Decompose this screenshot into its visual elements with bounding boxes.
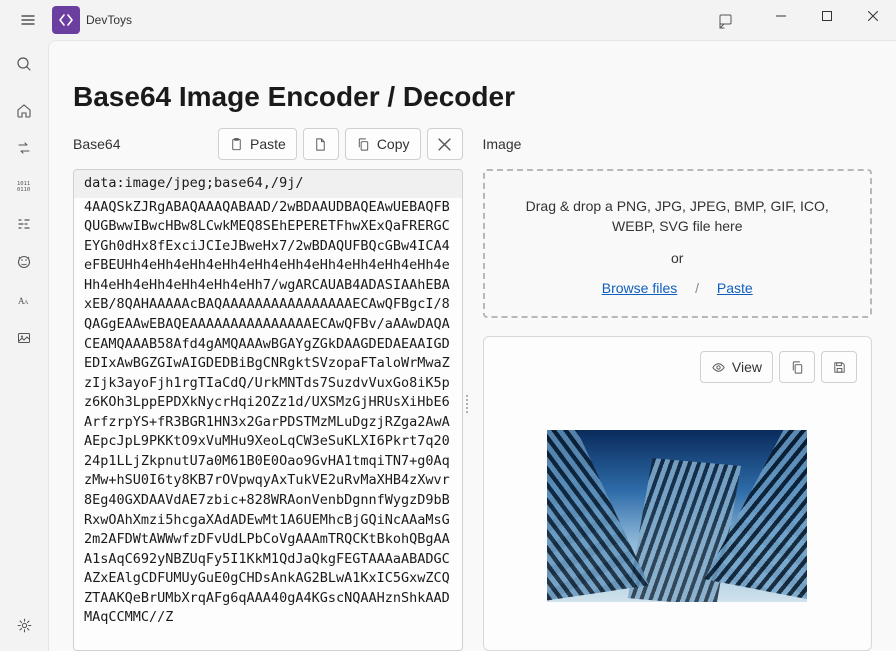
image-preview-panel: View — [483, 336, 873, 651]
dropzone-text: Drag & drop a PNG, JPG, JPEG, BMP, GIF, … — [505, 197, 851, 236]
browse-files-link[interactable]: Browse files — [602, 280, 677, 296]
image-label: Image — [483, 136, 522, 152]
dropzone-or: or — [505, 250, 851, 266]
base64-copy-button[interactable]: Copy — [345, 128, 421, 160]
sidebar-item-encoders[interactable]: 10110110 — [4, 168, 44, 204]
sidebar-search-button[interactable] — [4, 46, 44, 82]
base64-text-rest: 4AAQSkZJRgABAQAAAQABAAD/2wBDAAUDBAQEAwUE… — [84, 199, 450, 626]
base64-column: Base64 Paste Copy — [73, 127, 463, 651]
sidebar-item-home[interactable] — [4, 92, 44, 128]
page-title: Base64 Image Encoder / Decoder — [73, 81, 872, 113]
svg-text:A: A — [24, 300, 29, 306]
base64-paste-button[interactable]: Paste — [218, 128, 297, 160]
sidebar-item-generators[interactable] — [4, 244, 44, 280]
document-icon — [313, 137, 328, 152]
image-view-button[interactable]: View — [700, 351, 773, 383]
dropzone-separator: / — [695, 280, 699, 296]
svg-text:0110: 0110 — [17, 187, 30, 193]
copy-icon — [356, 137, 371, 152]
base64-label: Base64 — [73, 136, 120, 152]
copy-button-label: Copy — [377, 136, 410, 152]
sidebar-item-settings[interactable] — [4, 607, 44, 643]
sidebar-item-text[interactable]: AA — [4, 282, 44, 318]
decoded-image-preview — [547, 430, 807, 602]
sidebar-item-formatters[interactable] — [4, 206, 44, 242]
sidebar-item-converters[interactable] — [4, 130, 44, 166]
content-area: Base64 Image Encoder / Decoder Base64 Pa… — [48, 40, 896, 651]
hamburger-menu-button[interactable] — [8, 0, 48, 40]
image-copy-button[interactable] — [779, 351, 815, 383]
view-button-label: View — [732, 359, 762, 375]
eye-icon — [711, 360, 726, 375]
image-column: Image Drag & drop a PNG, JPG, JPEG, BMP,… — [483, 127, 873, 651]
titlebar: DevToys — [0, 0, 896, 40]
column-resize-handle[interactable] — [466, 395, 468, 413]
image-save-button[interactable] — [821, 351, 857, 383]
app-logo — [52, 6, 80, 34]
window-close-button[interactable] — [850, 0, 896, 32]
window-maximize-button[interactable] — [804, 0, 850, 32]
window-minimize-button[interactable] — [758, 0, 804, 32]
paste-image-link[interactable]: Paste — [717, 280, 753, 296]
image-dropzone[interactable]: Drag & drop a PNG, JPG, JPEG, BMP, GIF, … — [483, 169, 873, 318]
paste-button-label: Paste — [250, 136, 286, 152]
base64-open-file-button[interactable] — [303, 128, 339, 160]
copy-icon — [790, 360, 805, 375]
app-title: DevToys — [86, 13, 132, 27]
base64-clear-button[interactable] — [427, 128, 463, 160]
save-icon — [832, 360, 847, 375]
close-icon — [438, 138, 451, 151]
base64-textbox[interactable]: data:image/jpeg;base64,/9j/ 4AAQSkZJRgAB… — [73, 169, 463, 651]
sidebar: 10110110 AA — [0, 40, 48, 651]
clipboard-icon — [229, 137, 244, 152]
base64-text-line1: data:image/jpeg;base64,/9j/ — [74, 170, 462, 198]
sidebar-item-graphic[interactable] — [4, 320, 44, 356]
compact-overlay-button[interactable] — [704, 11, 750, 29]
